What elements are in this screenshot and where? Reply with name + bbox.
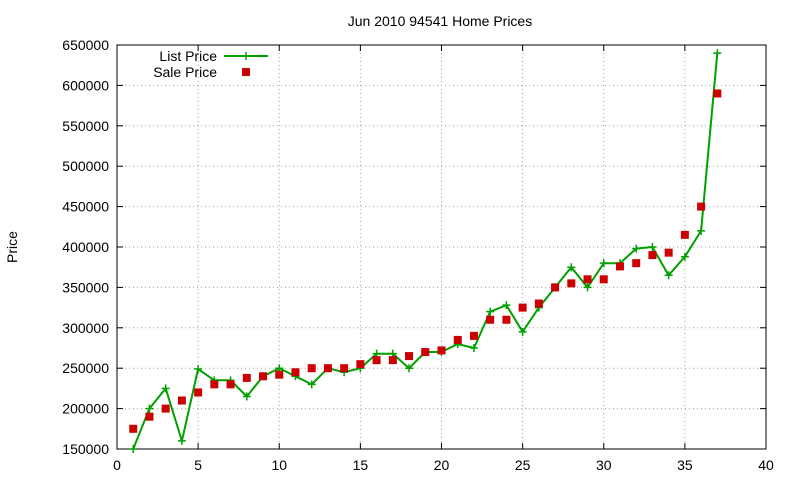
legend-marker-list-price — [242, 52, 250, 60]
x-tick-label: 40 — [758, 457, 774, 473]
y-tick-label: 300000 — [62, 320, 109, 336]
list-price-point — [161, 384, 170, 393]
list-price-point — [242, 392, 251, 401]
sale-price-point — [323, 364, 332, 373]
x-tick-label: 20 — [434, 457, 450, 473]
list-price-point — [648, 243, 657, 251]
legend-label-sale-price: Sale Price — [153, 64, 217, 80]
sale-price-point — [145, 412, 154, 421]
y-tick-label: 150000 — [62, 441, 109, 457]
list-price-point — [664, 271, 673, 280]
sale-price-point — [161, 404, 170, 413]
sale-price-point — [599, 275, 608, 284]
sale-price-point — [502, 315, 511, 324]
y-tick-label: 500000 — [62, 158, 109, 174]
list-price-point — [486, 307, 495, 316]
x-tick-label: 0 — [113, 457, 121, 473]
sale-price-point — [615, 262, 624, 271]
legend-marker-sale-price — [242, 68, 250, 76]
sale-price-point — [307, 364, 316, 373]
x-tick-label: 35 — [677, 457, 693, 473]
list-price-point — [680, 252, 689, 261]
sale-price-point — [356, 360, 365, 369]
list-price-point — [632, 244, 641, 253]
sale-price-point — [405, 352, 414, 361]
list-price-point — [405, 364, 414, 373]
sale-price-point — [486, 315, 495, 324]
x-tick-label: 15 — [353, 457, 369, 473]
sale-price-point — [551, 283, 560, 292]
list-price-point — [697, 226, 706, 235]
sale-price-point — [194, 388, 203, 397]
sale-price-point — [210, 380, 219, 389]
sale-price-point — [259, 372, 268, 381]
sale-price-point — [534, 299, 543, 308]
chart-title: Jun 2010 94541 Home Prices — [348, 13, 532, 29]
x-tick-label: 30 — [596, 457, 612, 473]
list-price-point — [469, 344, 478, 352]
sale-price-point — [664, 248, 673, 257]
y-tick-label: 600000 — [62, 77, 109, 93]
y-tick-label: 400000 — [62, 239, 109, 255]
list-price-point — [177, 436, 186, 445]
y-tick-label: 200000 — [62, 401, 109, 417]
sale-price-point — [388, 356, 397, 365]
y-axis-label: Price — [4, 231, 20, 263]
sale-price-point — [129, 424, 138, 433]
y-tick-label: 450000 — [62, 199, 109, 215]
list-price-line — [132, 53, 719, 450]
axis-ticks: 0 5 10 15 20 25 30 35 40 150000 200000 250000 300000… — [62, 37, 774, 473]
sale-price-point — [421, 348, 430, 357]
x-tick-label: 25 — [515, 457, 531, 473]
x-tick-label: 10 — [271, 457, 287, 473]
list-price-point — [145, 404, 154, 413]
list-price-point — [307, 380, 316, 389]
sale-price-point — [340, 364, 349, 373]
sale-price-point — [697, 202, 706, 211]
sale-price-point — [583, 275, 592, 284]
y-tick-label: 350000 — [62, 279, 109, 295]
list-price-point — [713, 49, 722, 58]
y-tick-label: 650000 — [62, 37, 109, 53]
sale-price-point — [177, 396, 186, 405]
list-price-point — [518, 327, 527, 336]
sale-price-point — [680, 230, 689, 239]
sale-price-point — [226, 380, 235, 389]
grid-lines — [117, 45, 766, 449]
legend-label-list-price: List Price — [159, 48, 217, 64]
list-price-point — [194, 365, 203, 374]
sale-price-point — [518, 303, 527, 312]
list-price-point — [599, 259, 608, 268]
sale-price-point — [469, 331, 478, 340]
y-tick-label: 250000 — [62, 360, 109, 376]
sale-price-point — [437, 346, 446, 355]
list-price-point — [567, 263, 576, 272]
sale-price-point — [713, 89, 722, 98]
list-price-point — [583, 283, 592, 292]
sale-price-point — [242, 373, 251, 382]
series-layer — [129, 49, 722, 453]
x-tick-label: 5 — [194, 457, 202, 473]
sale-price-point — [632, 259, 641, 268]
sale-price-point — [275, 370, 284, 379]
sale-price-point — [453, 335, 462, 344]
sale-price-point — [372, 356, 381, 365]
sale-price-point — [291, 368, 300, 377]
sale-price-point — [648, 251, 657, 260]
sale-price-point — [567, 279, 576, 288]
list-price-point — [129, 445, 138, 453]
y-tick-label: 550000 — [62, 118, 109, 134]
list-price-point — [502, 301, 511, 310]
